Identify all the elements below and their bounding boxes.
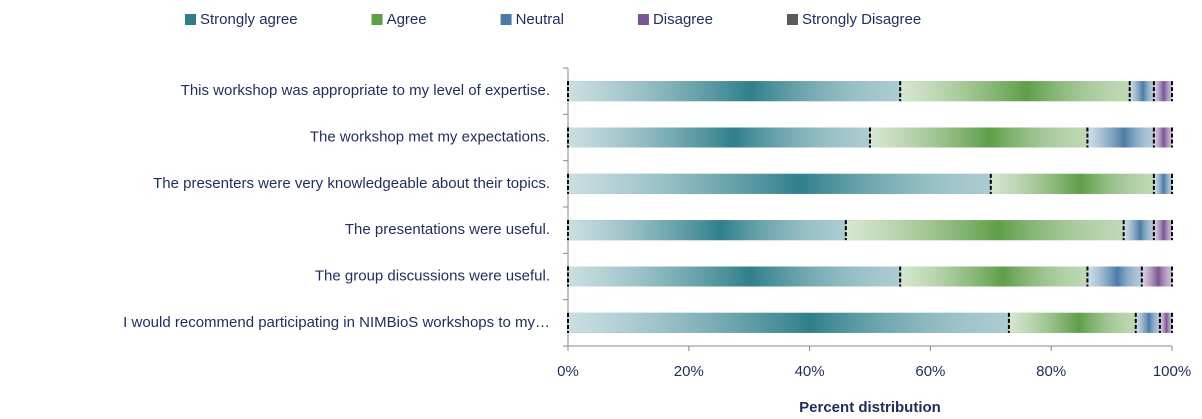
bar-segment [900, 266, 1088, 287]
bar-segment [1141, 266, 1172, 287]
bar-segment [568, 127, 870, 148]
bar-segment [1135, 312, 1160, 333]
y-tick-label: This workshop was appropriate to my leve… [181, 82, 550, 99]
y-tick-label: I would recommend participating in NIMBi… [123, 314, 550, 331]
y-tick-label: The group discussions were useful. [315, 267, 550, 284]
legend-swatch [371, 14, 383, 25]
legend-label: Agree [387, 11, 427, 28]
bar-segment [568, 312, 1009, 333]
y-tick-label: The presentations were useful. [345, 221, 550, 238]
bar-segment [870, 127, 1088, 148]
x-tick-label: 40% [795, 363, 825, 380]
bar-segment [1123, 220, 1154, 241]
bar-segment [568, 173, 991, 194]
x-tick-label: 60% [915, 363, 945, 380]
y-tick-label: The workshop met my expectations. [310, 128, 550, 145]
y-tick-label: The presenters were very knowledgeable a… [153, 175, 550, 192]
bar-segment [1087, 266, 1142, 287]
bar-segment [1129, 81, 1154, 102]
legend-swatch [500, 14, 512, 25]
bar-segment [1153, 220, 1172, 241]
x-tick-label: 20% [674, 363, 704, 380]
bar-segment [568, 81, 901, 102]
x-tick-label: 80% [1036, 363, 1066, 380]
legend-swatch [786, 14, 798, 25]
legend-label: Strongly agree [200, 11, 298, 28]
x-tick-label: 100% [1153, 363, 1191, 380]
bar-segment [1153, 127, 1172, 148]
x-tick-label: 0% [557, 363, 579, 380]
bar-segment [1159, 312, 1172, 333]
bar-segment [900, 81, 1130, 102]
x-axis-title: Percent distribution [799, 399, 941, 416]
bar-segment [1008, 312, 1136, 333]
legend-label: Neutral [516, 11, 564, 28]
bar-segment [1153, 173, 1172, 194]
bar-segment [1087, 127, 1154, 148]
bar-segment [568, 266, 901, 287]
legend-swatch [637, 14, 649, 25]
legend-label: Disagree [653, 11, 713, 28]
legend-swatch [185, 14, 196, 25]
bar-segment [845, 220, 1124, 241]
bar-segment [990, 173, 1154, 194]
legend-label: Strongly Disagree [802, 11, 921, 28]
bar-segment [568, 220, 846, 241]
bar-segment [1153, 81, 1172, 102]
